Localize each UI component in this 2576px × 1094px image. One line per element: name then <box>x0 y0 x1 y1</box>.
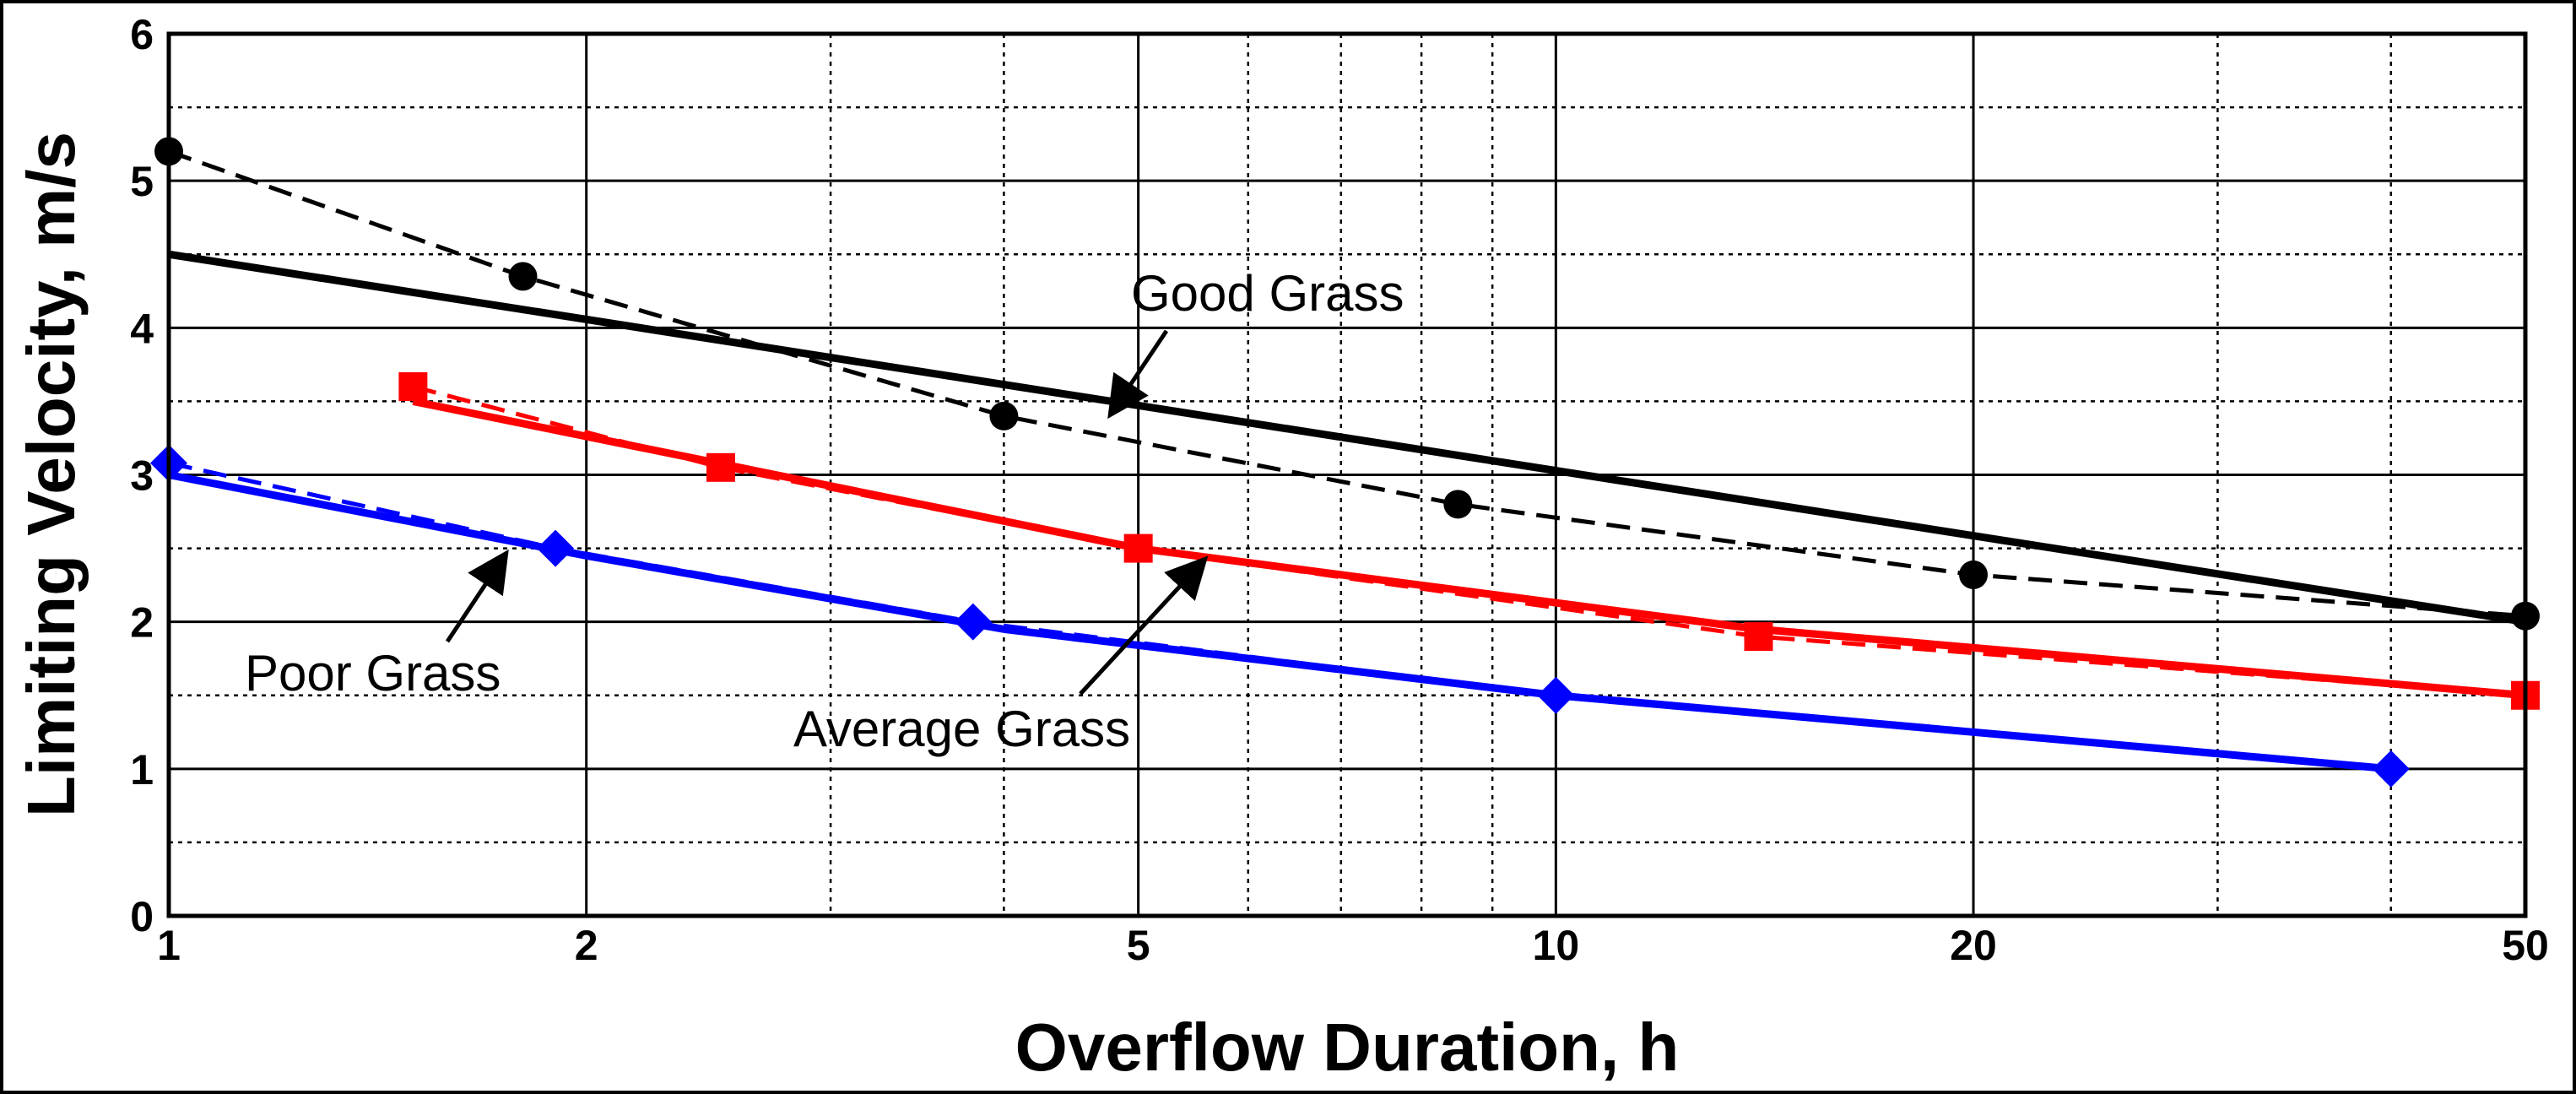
x-tick-label: 5 <box>1127 922 1150 969</box>
good-grass-point <box>989 401 1019 431</box>
annotation-average-grass-label: Average Grass <box>793 701 1130 757</box>
y-tick-labels: 0 1 2 3 4 5 6 <box>130 11 154 940</box>
annotation-poor-grass-arrow <box>445 549 509 643</box>
y-tick-label: 6 <box>130 11 154 58</box>
poor-grass-point <box>2372 750 2410 788</box>
annotation-good-grass-label: Good Grass <box>1131 265 1404 322</box>
good-grass-point <box>508 262 538 291</box>
poor-grass-point <box>954 603 992 641</box>
y-tick-label: 0 <box>130 893 154 940</box>
annotation-average-grass: Average Grass <box>793 555 1209 757</box>
plot-area-border <box>166 31 2528 918</box>
poor-grass-point <box>537 529 575 567</box>
average-grass-point <box>1744 622 1773 652</box>
annotation-poor-grass: Poor Grass <box>245 549 509 701</box>
x-tick-label: 50 <box>2502 922 2549 969</box>
y-tick-label: 4 <box>130 305 154 352</box>
x-axis-title: Overflow Duration, h <box>1015 1010 1680 1085</box>
poor-grass-point <box>1537 676 1575 714</box>
average-grass-point <box>706 452 735 482</box>
x-tick-label: 2 <box>575 922 598 969</box>
y-tick-label: 3 <box>130 452 154 500</box>
x-tick-labels: 1 2 5 10 20 50 <box>157 922 2549 969</box>
good-grass-points-line <box>168 149 2526 619</box>
good-grass-point <box>1959 560 1989 589</box>
y-tick-label: 5 <box>130 158 154 205</box>
annotation-poor-grass-label: Poor Grass <box>245 645 501 701</box>
x-tick-label: 20 <box>1950 922 1997 969</box>
average-grass-point <box>1123 533 1153 563</box>
x-tick-label: 10 <box>1533 922 1580 969</box>
x-tick-label: 1 <box>157 922 181 969</box>
annotation-average-grass-arrow <box>1079 555 1209 696</box>
y-tick-label: 1 <box>130 746 154 793</box>
y-axis-title: Limiting Velocity, m/s <box>14 132 89 817</box>
data-markers <box>150 137 2540 788</box>
annotation-good-grass: Good Grass <box>1107 265 1404 420</box>
good-grass-fit-line <box>168 250 2526 626</box>
average-grass-fit-line <box>412 398 2526 700</box>
good-grass-point <box>1443 490 1473 519</box>
y-tick-label: 2 <box>130 599 154 647</box>
annotation-good-grass-arrow <box>1107 329 1169 420</box>
average-grass-point <box>398 372 428 401</box>
